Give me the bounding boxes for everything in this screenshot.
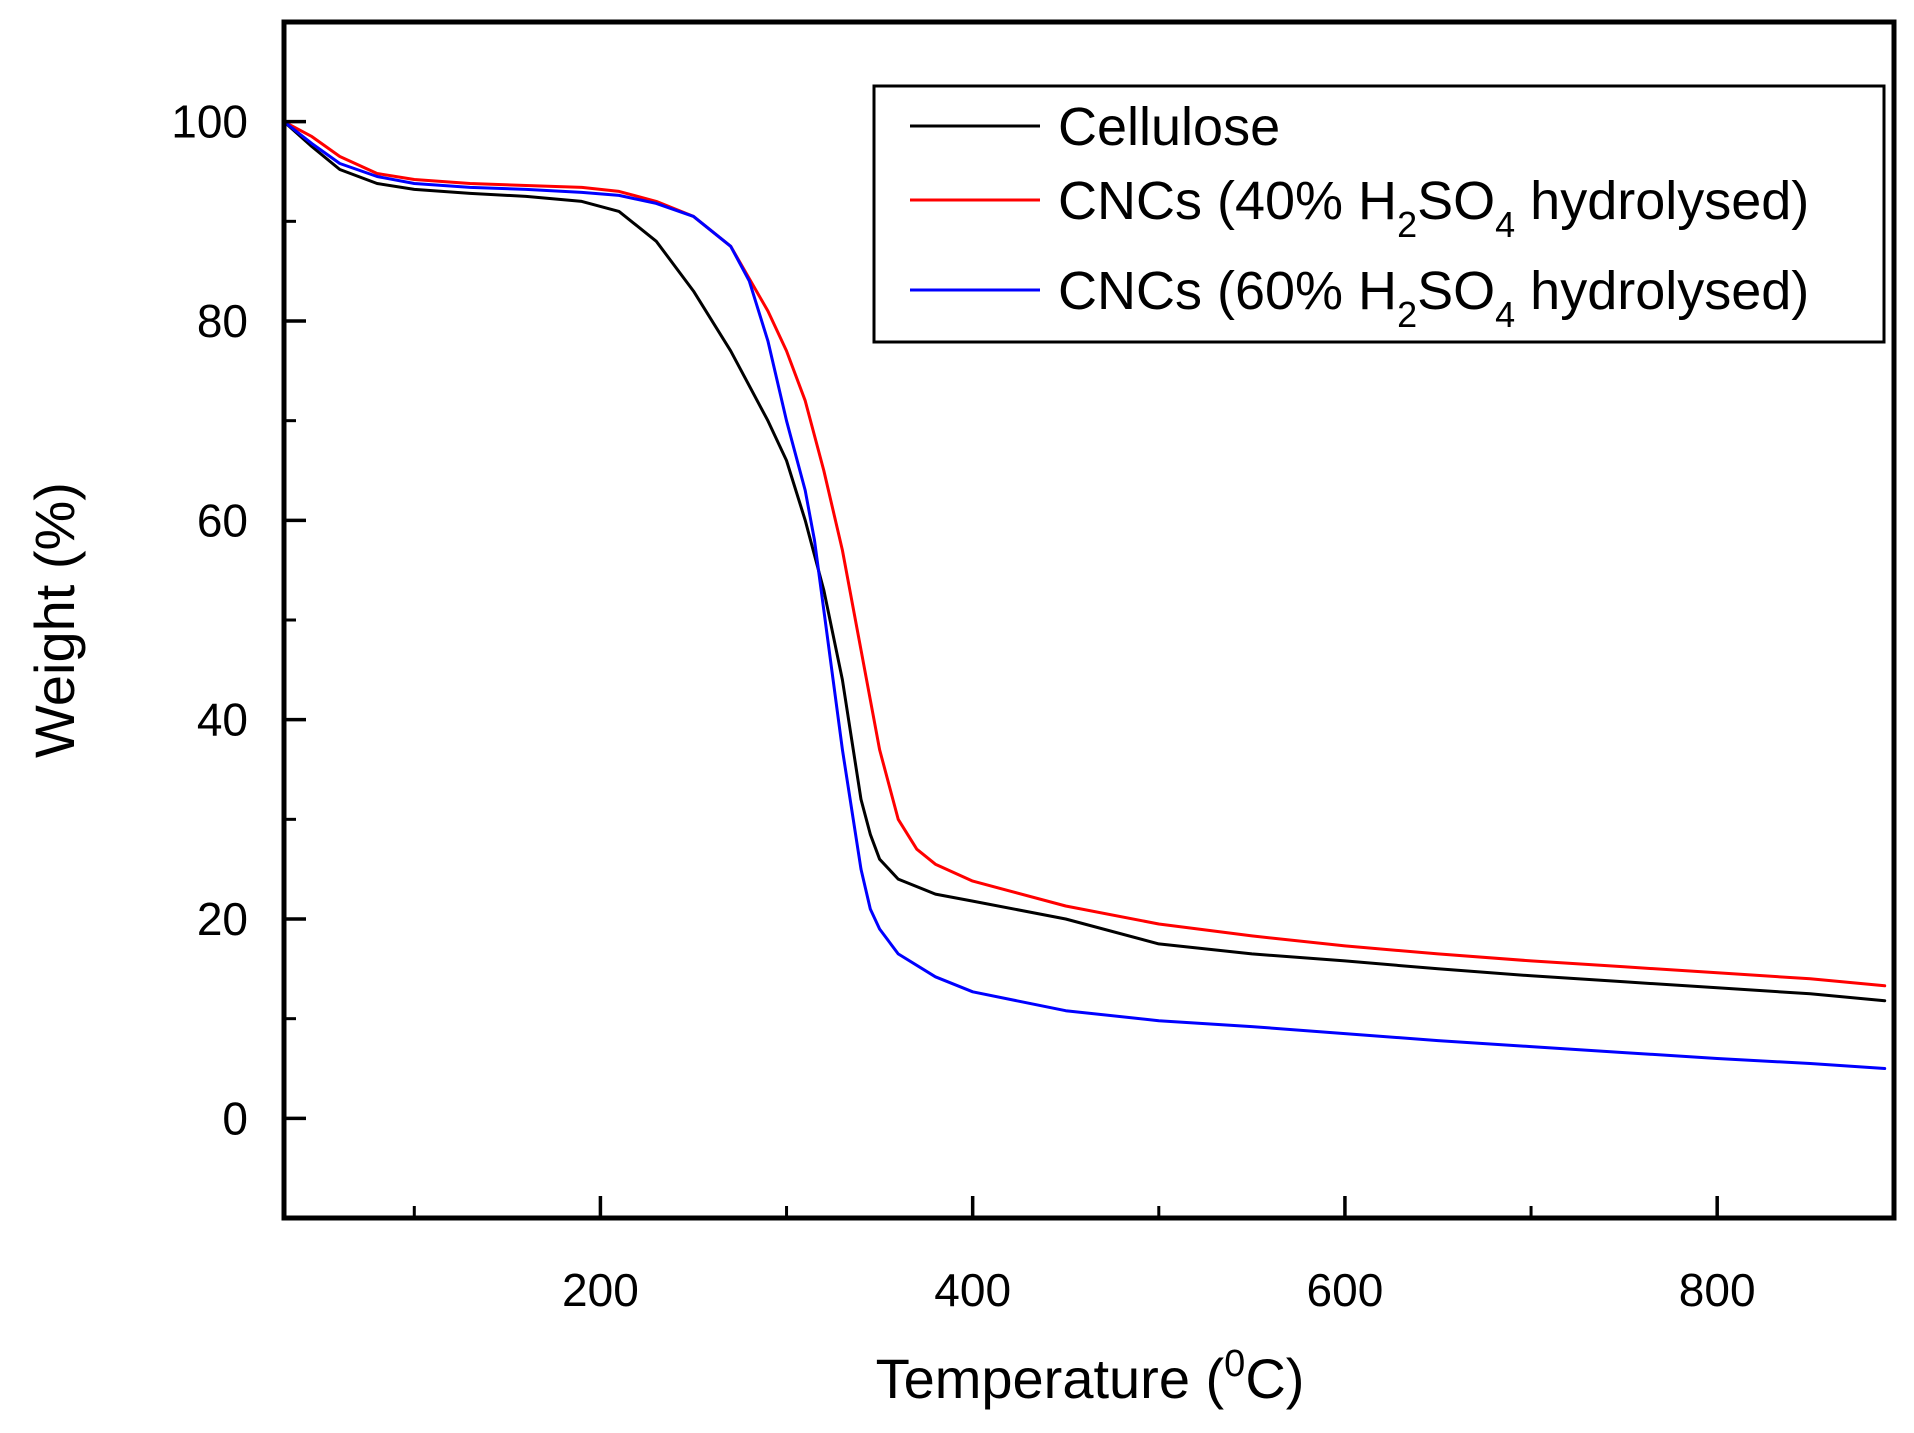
legend-label-3: CNCs (60% H2SO4 hydrolysed) — [1058, 261, 1809, 335]
y-tick-label: 40 — [197, 694, 248, 746]
x-axis-title-superscript: 0 — [1224, 1343, 1245, 1385]
legend-text-part: SO — [1417, 261, 1495, 321]
legend-text-part: CNCs (40% H — [1058, 171, 1397, 231]
series-line-1 — [282, 120, 1887, 1003]
legend-text-part: CNCs (60% H — [1058, 261, 1397, 321]
y-tick-label: 0 — [222, 1092, 248, 1144]
legend-text-part: Cellulose — [1058, 97, 1280, 157]
y-axis-title: Weight (%) — [23, 482, 86, 758]
legend-text-part: hydrolysed) — [1515, 171, 1809, 231]
legend-subscript: 4 — [1495, 204, 1515, 245]
y-tick-label: 20 — [197, 893, 248, 945]
axes-layer: 0 20 40 60 80 100 200 400 600 800 — [171, 19, 1897, 1316]
legend-text-part: SO — [1417, 171, 1495, 231]
legend-label-1: Cellulose — [1058, 97, 1280, 157]
y-tick-label: 80 — [197, 295, 248, 347]
x-tick-label: 200 — [562, 1264, 639, 1316]
legend-box — [872, 84, 1886, 344]
series-layer — [282, 120, 1887, 1070]
legend-subscript: 2 — [1397, 294, 1417, 335]
x-tick-label: 400 — [934, 1264, 1011, 1316]
x-axis-title: Temperature (0C) — [876, 1343, 1305, 1410]
y-tick-label: 60 — [197, 494, 248, 546]
series-line-2 — [282, 120, 1887, 988]
x-tick-label: 800 — [1679, 1264, 1756, 1316]
x-axis-title-tail: C) — [1245, 1347, 1304, 1410]
legend-subscript: 2 — [1397, 204, 1417, 245]
legend-subscript: 4 — [1495, 294, 1515, 335]
y-tick-label: 100 — [171, 96, 248, 148]
x-tick-label: 600 — [1307, 1264, 1384, 1316]
legend-label-2: CNCs (40% H2SO4 hydrolysed) — [1058, 171, 1809, 245]
series-line-3 — [282, 120, 1887, 1070]
legend-text-part: hydrolysed) — [1515, 261, 1809, 321]
x-axis-title-main: Temperature ( — [876, 1347, 1225, 1410]
